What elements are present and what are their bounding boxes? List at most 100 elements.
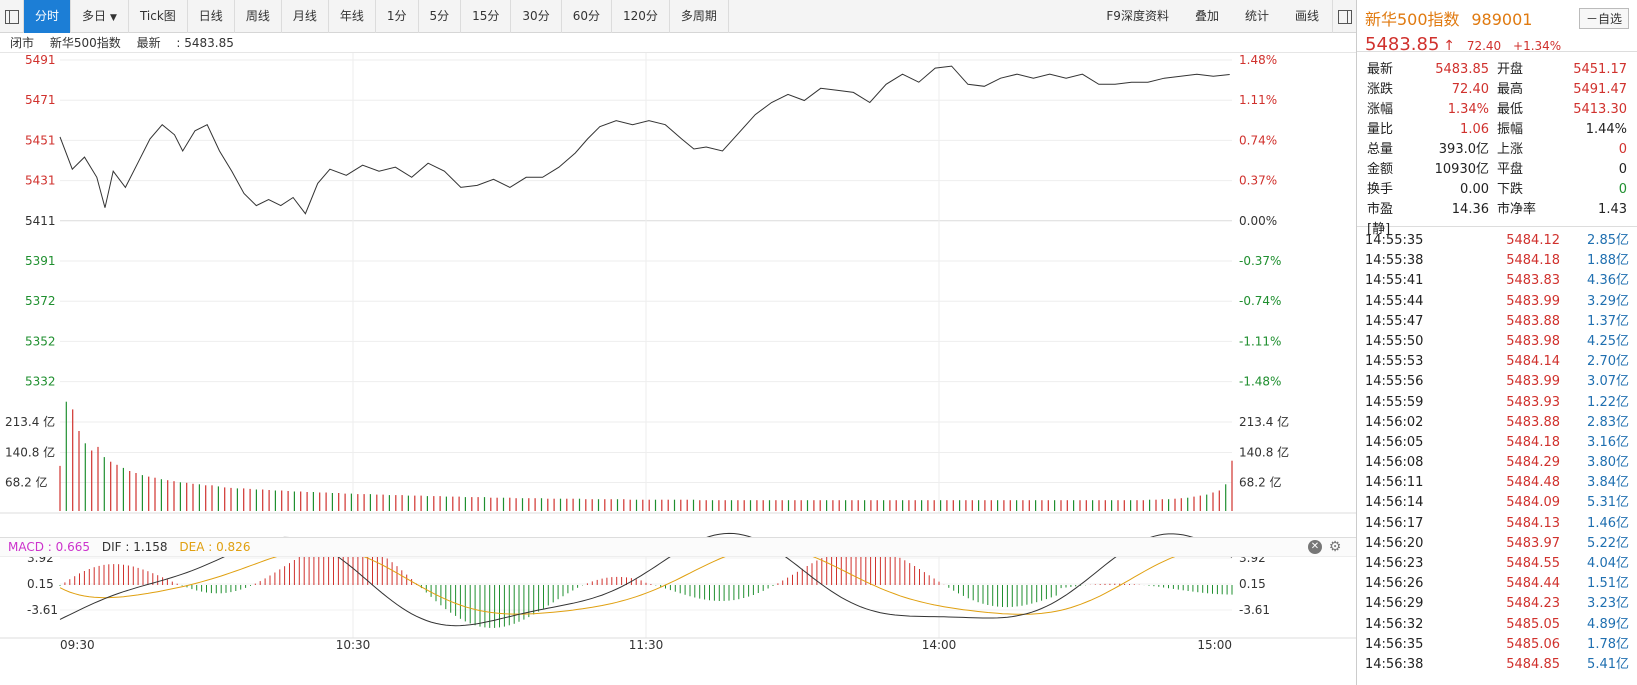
macd-tick-label-right: 0.15 xyxy=(1239,577,1266,591)
tab-monthly[interactable]: 月线 xyxy=(282,0,329,33)
tick-row[interactable]: 14:55:44 5483.99 3.29亿 xyxy=(1365,292,1629,312)
stat-label: 市净率 xyxy=(1497,202,1537,217)
price-tick-label: 5451 xyxy=(25,133,56,147)
price-change-pct: +1.34% xyxy=(1513,39,1562,53)
time-tick-label: 14:00 xyxy=(922,638,957,652)
tab-5min[interactable]: 5分 xyxy=(419,0,462,33)
tick-amount: 2.83亿 xyxy=(1587,414,1629,430)
tick-time: 14:55:47 xyxy=(1365,313,1424,329)
tick-time: 14:56:17 xyxy=(1365,515,1424,531)
dea-value: DEA : 0.826 xyxy=(179,540,251,554)
gear-icon[interactable]: ⚙ xyxy=(1328,539,1342,555)
stat-label: 开盘 xyxy=(1497,62,1524,77)
close-indicator-icon[interactable]: ✕ xyxy=(1308,540,1322,554)
stat-row: 金额 10930亿 平盘 0 xyxy=(1367,160,1627,180)
macd-tick-label-right: -3.61 xyxy=(1239,603,1270,617)
stat-value: 1.44% xyxy=(1585,122,1627,137)
favorite-label: 自选 xyxy=(1597,12,1622,26)
volume-tick-label-right: 140.8 亿 xyxy=(1239,445,1289,460)
tick-row[interactable]: 14:56:35 5485.06 1.78亿 xyxy=(1365,635,1629,655)
tick-row[interactable]: 14:55:38 5484.18 1.88亿 xyxy=(1365,251,1629,271)
tick-row[interactable]: 14:56:23 5484.55 4.04亿 xyxy=(1365,554,1629,574)
tick-row[interactable]: 14:56:11 5484.48 3.84亿 xyxy=(1365,473,1629,493)
latest-price-label: 最新 xyxy=(136,36,161,50)
draw-line-button[interactable]: 画线 xyxy=(1294,9,1319,23)
tick-row[interactable]: 14:55:50 5483.98 4.25亿 xyxy=(1365,332,1629,352)
pct-tick-label: -0.74% xyxy=(1239,294,1281,308)
add-favorite-button[interactable]: －自选 xyxy=(1578,8,1629,29)
tick-row[interactable]: 14:56:38 5484.85 5.41亿 xyxy=(1365,655,1629,675)
tab-1min[interactable]: 1分 xyxy=(376,0,419,33)
intraday-chart[interactable]: 5491 1.48% 5471 1.11% 5451 0.74% 5431 0.37% 5411… xyxy=(0,53,1356,685)
pct-tick-label: -0.37% xyxy=(1239,254,1281,268)
tick-time: 14:56:05 xyxy=(1365,434,1424,450)
tab-yearly[interactable]: 年线 xyxy=(329,0,376,33)
tick-row[interactable]: 14:56:14 5484.09 5.31亿 xyxy=(1365,493,1629,513)
tick-time: 14:55:44 xyxy=(1365,293,1424,309)
dea-line xyxy=(59,546,1233,615)
stat-row: 换手 0.00 下跌 0 xyxy=(1367,180,1627,200)
tick-row[interactable]: 14:56:05 5484.18 3.16亿 xyxy=(1365,433,1629,453)
tick-amount: 4.36亿 xyxy=(1587,273,1629,289)
tick-row[interactable]: 14:55:56 5483.99 3.07亿 xyxy=(1365,372,1629,392)
tab-multi-period[interactable]: 多周期 xyxy=(670,0,729,33)
time-axis-labels: 09:30 10:30 11:30 14:00 15:00 xyxy=(60,638,1232,652)
tick-amount: 4.04亿 xyxy=(1587,556,1629,571)
time-tick-label: 11:30 xyxy=(629,638,664,652)
tick-amount: 1.22亿 xyxy=(1587,394,1629,410)
tab-multi-day[interactable]: 多日 ▼ xyxy=(71,0,129,33)
tab-120min[interactable]: 120分 xyxy=(612,0,670,33)
tick-row[interactable]: 14:55:35 5484.12 2.85亿 xyxy=(1365,231,1629,251)
tab-daily[interactable]: 日线 xyxy=(188,0,235,33)
tick-amount: 2.85亿 xyxy=(1587,233,1629,248)
index-name: 新华500指数 xyxy=(49,36,121,50)
tab-multi-day-label: 多日 xyxy=(82,9,107,23)
tick-time: 14:56:14 xyxy=(1365,495,1424,511)
stat-row: 总量 393.0亿 上涨 0 xyxy=(1367,140,1627,160)
tab-60min[interactable]: 60分 xyxy=(562,0,612,33)
f9-deep-data-button[interactable]: F9深度资料 xyxy=(1106,9,1169,23)
tick-time: 14:56:08 xyxy=(1365,455,1424,471)
stat-label: 平盘 xyxy=(1497,162,1524,177)
toggle-left-panel-icon[interactable] xyxy=(0,0,24,33)
tick-row[interactable]: 14:56:02 5483.88 2.83亿 xyxy=(1365,413,1629,433)
tick-amount: 1.37亿 xyxy=(1587,313,1629,329)
market-status: 闭市 xyxy=(10,36,35,50)
dea-number: 0.826 xyxy=(216,540,251,554)
pct-tick-label: -1.48% xyxy=(1239,375,1281,389)
pct-tick-label: 1.48% xyxy=(1239,53,1277,67)
toggle-right-panel-icon[interactable] xyxy=(1332,0,1356,33)
stat-row: 最新 5483.85 开盘 5451.17 xyxy=(1367,60,1627,80)
stat-label: 总量 xyxy=(1367,142,1394,157)
stat-label: 金额 xyxy=(1367,162,1394,177)
tick-row[interactable]: 14:56:08 5484.29 3.80亿 xyxy=(1365,453,1629,473)
tick-row[interactable]: 14:55:47 5483.88 1.37亿 xyxy=(1365,312,1629,332)
tab-tick[interactable]: Tick图 xyxy=(129,0,188,33)
tick-row[interactable]: 14:56:26 5484.44 1.51亿 xyxy=(1365,574,1629,594)
minus-icon: － xyxy=(1585,12,1598,26)
volume-tick-label-right: 213.4 亿 xyxy=(1239,414,1289,429)
tab-15min[interactable]: 15分 xyxy=(461,0,512,33)
tick-row[interactable]: 14:56:17 5484.13 1.46亿 xyxy=(1365,514,1629,534)
tick-row[interactable]: 14:55:53 5484.14 2.70亿 xyxy=(1365,352,1629,372)
tick-time: 14:56:29 xyxy=(1365,596,1424,612)
tick-row[interactable]: 14:56:29 5484.23 3.23亿 xyxy=(1365,594,1629,614)
tick-row[interactable]: 14:56:32 5485.05 4.89亿 xyxy=(1365,615,1629,635)
statistics-button[interactable]: 统计 xyxy=(1244,9,1269,23)
overlay-button[interactable]: 叠加 xyxy=(1194,9,1219,23)
tick-row[interactable]: 14:55:41 5483.83 4.36亿 xyxy=(1365,271,1629,291)
tick-row[interactable]: 14:56:20 5483.97 5.22亿 xyxy=(1365,534,1629,554)
tab-30min[interactable]: 30分 xyxy=(511,0,562,33)
price-line-group xyxy=(59,65,1230,215)
pct-tick-label: 0.00% xyxy=(1239,214,1277,228)
caret-down-icon: ▼ xyxy=(110,13,117,23)
tick-list[interactable]: 14:55:35 5484.12 2.85亿 14:55:38 5484.18 1.88亿… xyxy=(1357,227,1637,675)
tick-row[interactable]: 14:55:59 5483.93 1.22亿 xyxy=(1365,393,1629,413)
stat-label: 涨跌 xyxy=(1367,82,1394,97)
tab-fenshi[interactable]: 分时 xyxy=(24,0,72,33)
time-tick-label: 09:30 xyxy=(60,638,95,652)
stat-row: 涨幅 1.34% 最低 5413.30 xyxy=(1367,100,1627,120)
tab-weekly[interactable]: 周线 xyxy=(235,0,282,33)
tick-price: 5485.05 xyxy=(1506,616,1560,632)
pct-tick-label: 1.11% xyxy=(1239,93,1277,107)
